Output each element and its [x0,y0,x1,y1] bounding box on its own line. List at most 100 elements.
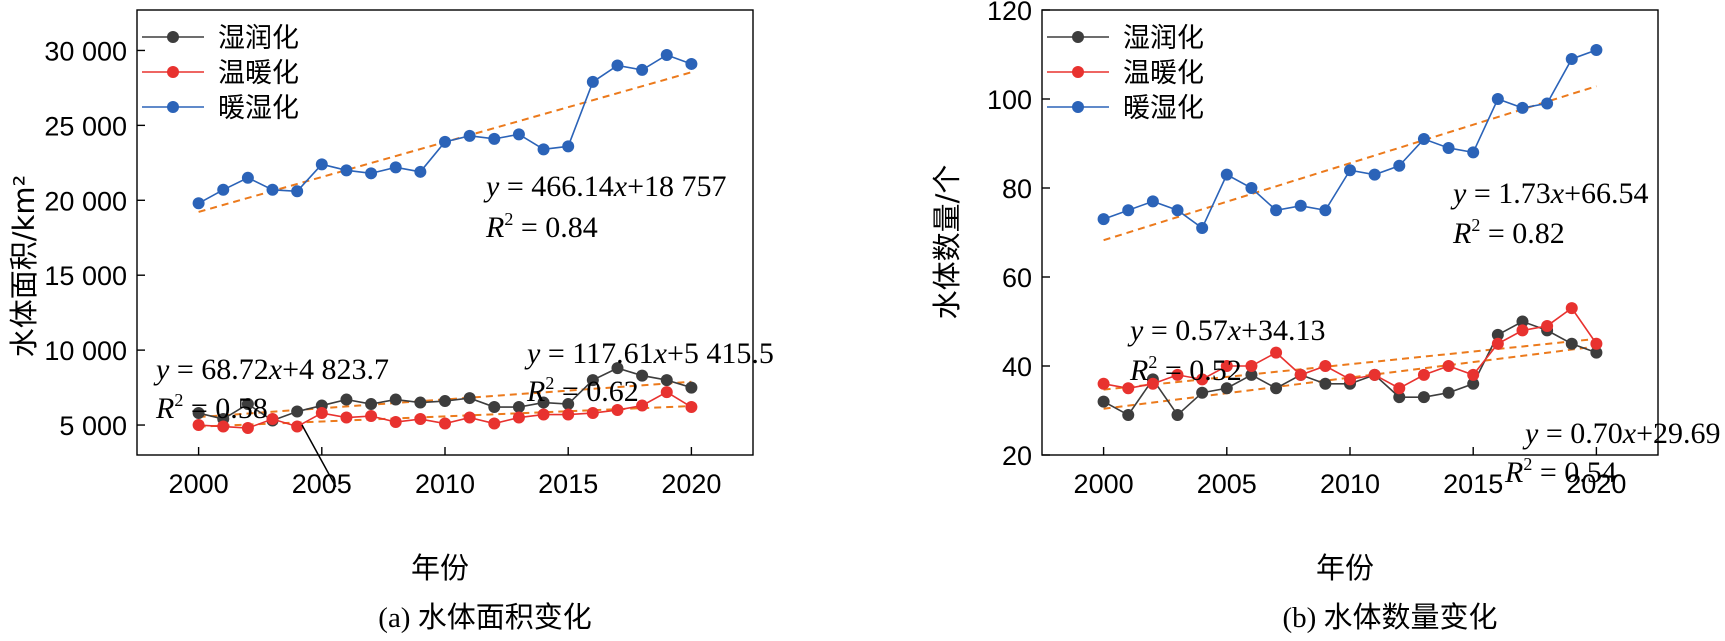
data-point-warm-humid [1146,195,1159,208]
data-point-warming [1122,382,1135,395]
trendline-warming-b [1103,337,1597,391]
equation-text: y = 0.57x+34.13 [1127,314,1326,347]
data-point-warm-humid [1270,204,1283,217]
data-point-humidification [685,381,698,394]
data-point-humidification [1122,408,1135,421]
data-point-humidification [1196,386,1209,399]
x-tick-label: 2005 [292,469,352,499]
data-point-humidification [1270,382,1283,395]
data-point-warming [636,399,649,412]
data-point-warming [389,416,402,429]
data-point-warming [1270,346,1283,359]
equation-text: y = 1.73x+66.54 [1450,177,1649,210]
data-point-warming [1171,368,1184,381]
y-tick-label: 40 [1002,352,1032,382]
data-point-humidification [1171,408,1184,421]
equation-text: y = 0.70x+29.69 [1522,417,1721,450]
y-tick-label: 15 000 [44,261,127,291]
panel-area-chart: 2000 2005 2010 2015 2020 5 000 10 000 15 000 20 … [7,9,774,634]
data-point-warm-humid [512,128,525,141]
y-tick-label: 60 [1002,263,1032,293]
x-tick-label: 2020 [661,469,721,499]
data-point-warming [611,404,624,417]
y-axis-title-b: 水体数量/个 [930,165,964,320]
data-point-humidification [1417,391,1430,404]
equation-text: y = 466.14x+18 757 [483,170,727,203]
data-point-warming [1196,373,1209,386]
data-point-warm-humid [537,143,550,156]
equation-humidification-a: y = 68.72x+4 823.7 R2 = 0.58 [153,353,389,488]
trendlines-b [1103,85,1597,410]
data-point-humidification [1590,346,1603,359]
data-point-warming [192,419,205,432]
data-point-warm-humid [241,171,254,184]
data-point-humidification [1245,368,1258,381]
x-tick-label: 2005 [1197,469,1257,499]
data-point-humidification [340,393,353,406]
data-point-humidification [1220,382,1233,395]
data-point-warm-humid [192,197,205,210]
data-point-warm-humid [1467,146,1480,159]
legend-label-warm-humid-a: 暖湿化 [218,93,299,124]
r-squared-text: R2 = 0.82 [1452,215,1565,250]
equation-warm-humid-b: y = 1.73x+66.54 R2 = 0.82 [1450,177,1649,250]
data-point-humidification [636,369,649,382]
trendline-warm-humid-a [198,405,692,428]
data-point-warm-humid [1122,204,1135,217]
x-tick-label: 2015 [1443,469,1503,499]
equation-text: y = 117.61x+5 415.5 [524,337,774,370]
data-point-warm-humid [1393,159,1406,172]
data-point-humidification [1319,377,1332,390]
data-point-warming [512,411,525,424]
data-point-warming [1097,377,1110,390]
y-tick-label: 5 000 [59,411,127,441]
caption-a: (a) 水体面积变化 [378,601,591,634]
data-point-warming [562,408,575,421]
data-point-warm-humid [266,183,279,196]
equation-warming-a: y = 117.61x+5 415.5 R2 = 0.62 [524,337,774,408]
data-point-warm-humid [315,158,328,171]
legend-label-humidification-b: 湿润化 [1123,23,1204,54]
data-point-warming [1368,368,1381,381]
data-point-warming [1417,368,1430,381]
data-point-warming [1491,337,1504,350]
data-point-humidification [414,396,427,409]
data-point-humidification [291,405,304,418]
data-point-warming [365,410,378,423]
data-point-humidification [192,407,205,420]
r-squared-text: R2 = 0.84 [485,209,598,244]
data-point-humidification [1565,337,1578,350]
data-point-warming [1442,360,1455,372]
data-point-warming [1294,368,1307,381]
data-point-warming [1344,373,1356,386]
series-a [192,48,698,435]
data-point-warm-humid [291,185,304,198]
data-point-warm-humid [685,57,698,70]
data-point-warming [1590,337,1603,350]
data-point-warm-humid [1442,141,1455,154]
data-point-warming [463,411,476,424]
equation-pointer-line [301,424,337,488]
x-tick-label: 2010 [415,469,475,499]
data-point-warming [1146,377,1159,390]
data-point-warming [414,413,427,426]
data-point-warm-humid [217,183,230,196]
trendline-warming-a [198,380,692,419]
data-point-humidification [660,374,673,387]
data-point-warm-humid [463,129,476,142]
x-axis-title-b: 年份 [1316,551,1374,585]
data-point-warming [1220,360,1233,372]
legend-marker-humidification-b [1072,31,1084,43]
data-point-warm-humid [611,59,624,72]
data-point-warming [291,420,304,433]
y-tick-label: 20 [1002,441,1032,471]
data-point-warm-humid [365,167,378,180]
legend-marker-warm-humid-a [167,101,179,113]
data-point-warming [340,411,353,424]
data-point-warming [1467,368,1480,381]
legend-marker-warm-humid-b [1072,101,1084,113]
legend-label-warm-humid-b: 暖湿化 [1123,93,1204,124]
y-axis-title-a: 水体面积/km² [7,175,41,357]
data-point-warming [1541,319,1554,332]
equation-warming-b: y = 0.57x+34.13 R2 = 0.52 [1127,314,1326,387]
